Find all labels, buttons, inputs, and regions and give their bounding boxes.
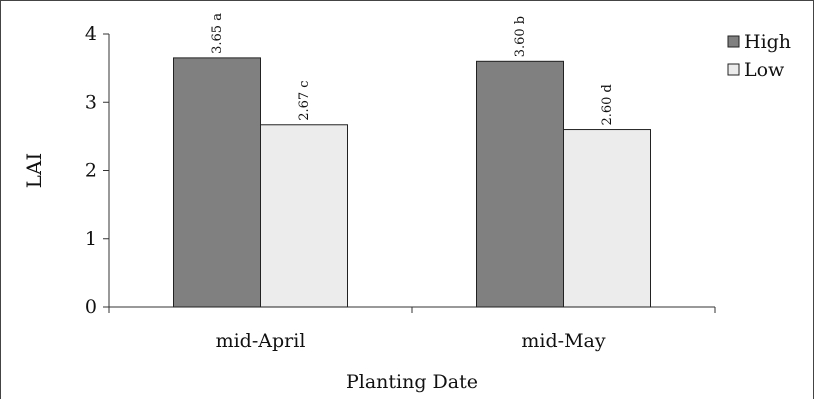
y-tick-label: 4 bbox=[85, 23, 97, 45]
data-label: 2.67 c bbox=[297, 80, 312, 120]
data-label: 2.60 d bbox=[600, 84, 615, 125]
legend-swatch-high bbox=[727, 35, 740, 48]
y-tick-label: 0 bbox=[85, 296, 97, 318]
y-ticks: 0 1 2 3 4 bbox=[85, 23, 109, 318]
legend-label-high: High bbox=[744, 31, 791, 53]
bars bbox=[173, 57, 651, 308]
bar-low-mid-april bbox=[260, 124, 348, 308]
x-ticks: mid-April mid-May bbox=[108, 307, 716, 352]
legend-label-low: Low bbox=[744, 59, 785, 81]
x-axis-label: Planting Date bbox=[346, 371, 478, 393]
legend: High Low bbox=[727, 31, 791, 81]
bar-high-mid-april bbox=[173, 57, 261, 308]
data-label: 3.65 a bbox=[210, 13, 225, 54]
bar-low-mid-may bbox=[563, 129, 651, 308]
data-label: 3.60 b bbox=[513, 16, 528, 57]
y-tick-label: 3 bbox=[85, 91, 97, 113]
y-tick-label: 1 bbox=[85, 228, 97, 250]
x-tick-label: mid-May bbox=[521, 330, 605, 352]
y-axis-label: LAI bbox=[22, 153, 46, 189]
bar-high-mid-may bbox=[476, 60, 564, 308]
y-tick-label: 2 bbox=[85, 160, 97, 182]
legend-swatch-low bbox=[727, 63, 740, 76]
data-labels: 3.65 a 2.67 c 3.60 b 2.60 d bbox=[210, 13, 615, 126]
x-tick-label: mid-April bbox=[216, 330, 306, 352]
